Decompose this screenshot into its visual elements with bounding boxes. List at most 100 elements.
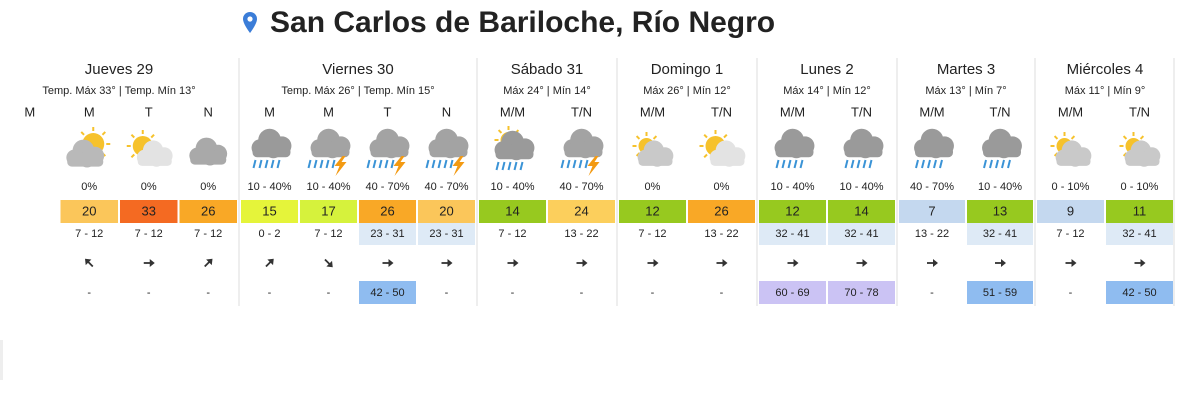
edge-mark xyxy=(0,340,3,380)
wind-speed: 32 - 41 xyxy=(775,228,809,240)
wind-direction xyxy=(324,258,333,268)
precip-chance: 40 - 70% xyxy=(559,181,603,193)
wind-gust: 42 - 50 xyxy=(370,287,404,299)
wind-gust: - xyxy=(580,287,584,299)
temp-cell xyxy=(899,200,965,223)
period-label: T/N xyxy=(990,104,1011,119)
wind-gust: - xyxy=(720,287,724,299)
precip-chance: 40 - 70% xyxy=(365,181,409,193)
temperature: 14 xyxy=(505,203,519,218)
wind-gust: - xyxy=(651,287,655,299)
temperature: 26 xyxy=(201,203,215,218)
wind-direction xyxy=(995,259,1006,267)
temperature: 26 xyxy=(714,203,728,218)
temperature: 7 xyxy=(928,203,935,218)
location-title: San Carlos de Bariloche, Río Negro xyxy=(270,6,775,39)
weather-icon xyxy=(982,128,1022,169)
wind-speed: 32 - 41 xyxy=(1122,228,1156,240)
wind-gust: - xyxy=(206,287,210,299)
wind-direction xyxy=(856,259,868,267)
temp-cell xyxy=(1037,200,1104,223)
day-temps: Máx 26° | Mín 12° xyxy=(643,85,730,97)
wind-speed: 7 - 12 xyxy=(75,228,103,240)
wind-cell xyxy=(828,223,895,245)
weather-icon xyxy=(66,127,111,168)
period-label: T/N xyxy=(571,104,592,119)
wind-direction xyxy=(576,259,588,267)
wind-cell xyxy=(1106,223,1173,245)
gust-cell xyxy=(828,281,895,304)
day-name: Miércoles 4 xyxy=(1067,61,1144,78)
wind-cell xyxy=(759,223,826,245)
weather-icon xyxy=(189,137,228,166)
day-temps: Máx 14° | Mín 12° xyxy=(783,85,870,97)
wind-speed: 7 - 12 xyxy=(1056,228,1084,240)
precip-chance: 10 - 40% xyxy=(978,181,1022,193)
temperature: 9 xyxy=(1067,203,1074,218)
day-name: Lunes 2 xyxy=(800,61,853,78)
temp-cell xyxy=(60,200,118,223)
period-label: T/N xyxy=(851,104,872,119)
period-label: M xyxy=(24,104,35,119)
temp-cell xyxy=(120,200,178,223)
wind-speed: 32 - 41 xyxy=(844,228,878,240)
location-pin xyxy=(243,12,257,33)
weather-icon xyxy=(774,128,815,169)
temperature: 14 xyxy=(854,203,868,218)
wind-speed: 7 - 12 xyxy=(135,228,163,240)
period-label: M/M xyxy=(500,104,525,119)
weather-icon xyxy=(425,128,469,176)
period-label: M xyxy=(264,104,275,119)
wind-gust: 51 - 59 xyxy=(983,287,1017,299)
precip-chance: 0 - 10% xyxy=(1121,181,1159,193)
wind-speed: 32 - 41 xyxy=(983,228,1017,240)
weather-icon xyxy=(126,130,173,167)
precip-chance: 0 - 10% xyxy=(1052,181,1090,193)
wind-direction xyxy=(265,258,274,268)
wind-gust: 70 - 78 xyxy=(844,287,878,299)
wind-gust: - xyxy=(1069,287,1073,299)
wind-cell xyxy=(359,223,416,245)
gust-cell xyxy=(967,281,1033,304)
wind-gust: 42 - 50 xyxy=(1122,287,1156,299)
period-label: M/M xyxy=(1058,104,1083,119)
temp-cell xyxy=(828,200,895,223)
precip-chance: 10 - 40% xyxy=(247,181,291,193)
wind-direction xyxy=(85,258,94,268)
day-name: Viernes 30 xyxy=(322,61,393,78)
precip-chance: 0% xyxy=(141,181,157,193)
wind-direction xyxy=(927,259,938,267)
gust-cell xyxy=(759,281,826,304)
weather-icon xyxy=(494,126,535,171)
precip-chance: 10 - 40% xyxy=(490,181,534,193)
weather-icon xyxy=(843,128,884,169)
wind-speed: 13 - 22 xyxy=(915,228,949,240)
temperature: 24 xyxy=(574,203,588,218)
temperature: 13 xyxy=(993,203,1007,218)
temp-cell xyxy=(619,200,686,223)
temperature: 26 xyxy=(380,203,394,218)
weather-icon xyxy=(914,128,954,169)
wind-gust: - xyxy=(511,287,515,299)
temp-cell xyxy=(688,200,755,223)
wind-speed: 13 - 22 xyxy=(564,228,598,240)
wind-direction xyxy=(507,259,519,267)
period-label: N xyxy=(204,104,213,119)
wind-direction xyxy=(787,259,799,267)
wind-gust: - xyxy=(445,287,449,299)
temperature: 20 xyxy=(82,203,96,218)
wind-direction xyxy=(441,259,453,267)
precip-chance: 0% xyxy=(81,181,97,193)
day-name: Martes 3 xyxy=(937,61,995,78)
weather-icon xyxy=(251,128,292,169)
period-label: T/N xyxy=(1129,104,1150,119)
wind-speed: 13 - 22 xyxy=(704,228,738,240)
temp-cell xyxy=(359,200,416,223)
precip-chance: 10 - 40% xyxy=(839,181,883,193)
period-label: M/M xyxy=(780,104,805,119)
wind-speed: 0 - 2 xyxy=(258,228,280,240)
wind-direction xyxy=(1134,259,1146,267)
temp-cell xyxy=(967,200,1033,223)
wind-gust: 60 - 69 xyxy=(775,287,809,299)
temperature: 17 xyxy=(321,203,335,218)
